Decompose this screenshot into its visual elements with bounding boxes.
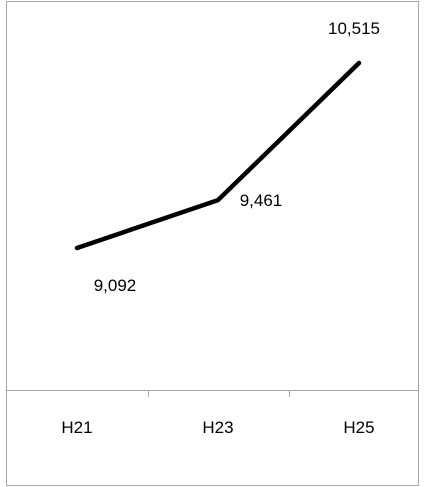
data-label-h25: 10,515 [328,19,380,38]
x-tick-label-h21: H21 [61,418,92,437]
x-tick-label-layer: H21 H23 H25 [61,418,374,437]
data-label-layer: 9,092 9,461 10,515 [94,19,380,295]
series-line [74,60,362,251]
plot-area-border [6,1,419,486]
data-label-h21: 9,092 [94,276,137,295]
x-tick-label-h23: H23 [202,418,233,437]
x-tick-label-h25: H25 [343,418,374,437]
data-label-h23: 9,461 [240,191,283,210]
series-layer [74,60,362,251]
